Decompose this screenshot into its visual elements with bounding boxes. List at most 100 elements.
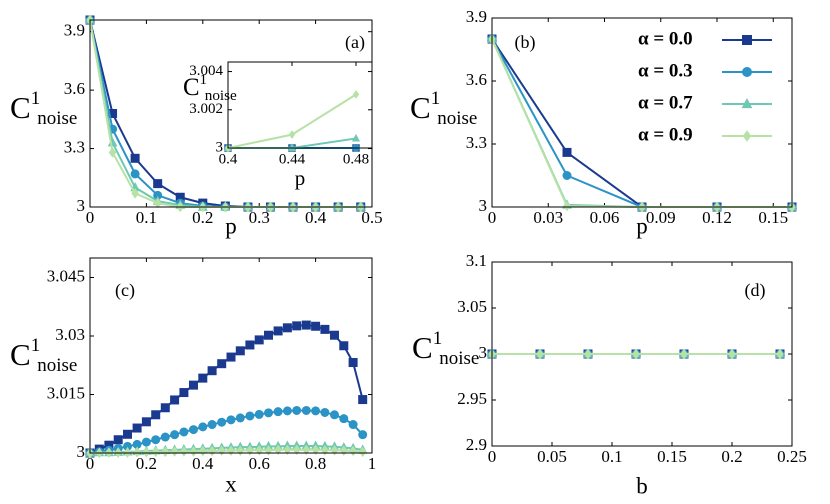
- marker: [170, 446, 179, 457]
- marker: [130, 169, 140, 179]
- x-tick-label: 0.2: [721, 447, 742, 466]
- marker: [273, 326, 283, 336]
- marker: [632, 348, 640, 360]
- y-tick-label: 3.05: [457, 297, 487, 316]
- marker: [160, 432, 170, 442]
- x-tick-label: 0.4: [305, 208, 327, 227]
- x-tick-label: 0.48: [343, 151, 369, 167]
- y-axis-label: C1 noise: [410, 88, 477, 129]
- marker: [235, 413, 245, 423]
- x-tick-label: 0.05: [537, 447, 567, 466]
- marker: [292, 405, 302, 415]
- legend-label: α = 0.9: [638, 124, 693, 145]
- marker: [292, 321, 302, 331]
- marker: [292, 444, 301, 456]
- y-label-base: C: [10, 337, 31, 372]
- y-label-sup: 1: [31, 335, 41, 356]
- legend-marker: [742, 130, 752, 142]
- x-tick-label: 1: [368, 454, 377, 473]
- marker: [217, 417, 227, 427]
- x-tick-label: 0.6: [249, 454, 270, 473]
- marker: [273, 407, 283, 417]
- marker: [311, 444, 320, 456]
- marker: [141, 437, 151, 447]
- marker: [283, 444, 292, 456]
- x-tick-label: 0: [488, 208, 497, 227]
- marker: [108, 147, 117, 158]
- marker: [245, 411, 255, 421]
- y-tick-label: 3.3: [64, 137, 85, 156]
- axes-frame: [89, 257, 373, 454]
- marker: [179, 388, 189, 398]
- y-axis-label: C1 noise: [183, 71, 237, 104]
- y-label-sup: 1: [431, 88, 441, 109]
- marker: [348, 420, 358, 430]
- x-axis-label: b: [636, 473, 648, 498]
- marker: [142, 446, 151, 458]
- marker: [352, 90, 360, 99]
- y-tick-label: 3: [77, 442, 86, 461]
- legend-label: α = 0.3: [638, 60, 693, 81]
- marker: [160, 403, 170, 413]
- x-tick-label: 0.4: [192, 454, 214, 473]
- y-label-sup: 1: [31, 88, 41, 109]
- legend-label: α = 0.0: [638, 28, 693, 49]
- x-tick-label: 0.09: [646, 208, 676, 227]
- marker: [254, 409, 264, 419]
- x-axis-label: p: [225, 213, 237, 238]
- y-tick-label: 2.9: [466, 435, 487, 454]
- y-tick-label: 3.6: [466, 70, 487, 89]
- x-tick-label: 0.4: [219, 151, 238, 167]
- y-tick-label: 3.1: [466, 251, 487, 270]
- marker: [133, 446, 141, 458]
- marker: [198, 373, 208, 383]
- x-tick-label: 0.5: [361, 208, 382, 227]
- marker: [329, 330, 339, 340]
- x-tick-label: 0.03: [533, 208, 563, 227]
- y-label-sub: noise: [205, 87, 237, 104]
- marker: [339, 414, 349, 424]
- marker: [302, 444, 311, 456]
- y-axis-label: C1 noise: [10, 88, 77, 129]
- y-label-sub: noise: [439, 348, 479, 369]
- panel-label: (b): [515, 32, 536, 53]
- legend-marker: [741, 97, 753, 109]
- legend-marker: [742, 67, 752, 77]
- marker: [358, 430, 368, 440]
- marker: [351, 133, 361, 142]
- marker: [311, 406, 321, 416]
- marker: [264, 408, 274, 418]
- marker: [776, 348, 784, 360]
- x-tick-label: 0.25: [777, 447, 807, 466]
- marker: [153, 179, 163, 189]
- marker: [189, 446, 198, 457]
- y-tick-label: 3.9: [466, 7, 487, 26]
- y-tick-label: 3.002: [189, 101, 223, 117]
- marker: [198, 422, 208, 432]
- x-tick-label: 0.44: [279, 151, 306, 167]
- y-tick-label: 3.6: [64, 79, 85, 98]
- x-tick-label: 0: [488, 447, 497, 466]
- y-tick-label: 3.004: [189, 63, 223, 79]
- marker: [113, 435, 123, 445]
- marker: [207, 366, 217, 376]
- x-tick-label: 0: [86, 454, 95, 473]
- marker: [170, 430, 180, 440]
- marker: [246, 445, 254, 456]
- y-tick-label: 3: [479, 196, 488, 215]
- marker: [301, 320, 311, 330]
- y-label-sub: noise: [37, 355, 77, 376]
- marker: [562, 147, 572, 157]
- x-axis-label: x: [225, 471, 237, 496]
- marker: [226, 352, 236, 362]
- marker: [188, 380, 198, 390]
- marker: [161, 446, 170, 458]
- y-tick-label: 3.015: [47, 383, 85, 402]
- y-tick-label: 3: [77, 196, 86, 215]
- legend-marker: [742, 35, 752, 45]
- marker: [131, 188, 139, 199]
- marker: [339, 341, 349, 351]
- marker: [226, 415, 236, 425]
- x-axis-label: p: [295, 166, 306, 190]
